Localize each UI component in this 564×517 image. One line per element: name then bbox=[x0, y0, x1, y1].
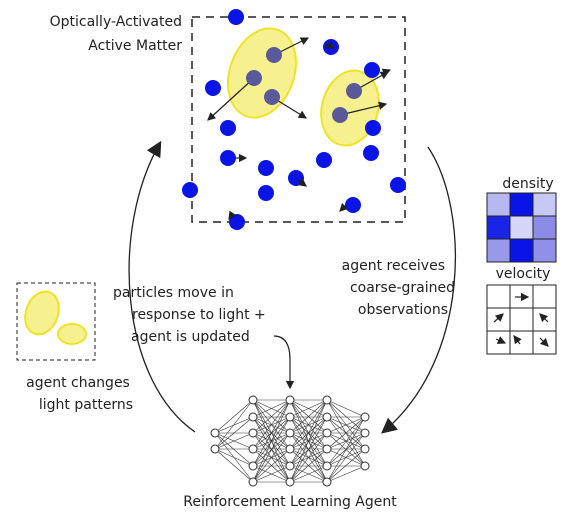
velocity-cell bbox=[533, 308, 556, 331]
neuron bbox=[361, 413, 369, 421]
particle bbox=[345, 197, 361, 213]
neuron bbox=[211, 445, 219, 453]
connection bbox=[215, 400, 253, 433]
update-text: response to light + bbox=[132, 307, 266, 323]
neuron bbox=[323, 413, 331, 421]
particle bbox=[363, 145, 379, 161]
neuron bbox=[286, 478, 294, 486]
connection bbox=[215, 400, 253, 449]
particle bbox=[364, 62, 380, 78]
density-cell bbox=[487, 193, 510, 216]
act-text: agent changes bbox=[26, 375, 130, 391]
particle bbox=[288, 170, 304, 186]
system-texts: Optically-Activated Active Matter bbox=[50, 14, 183, 54]
particle bbox=[316, 152, 332, 168]
density-grid bbox=[487, 193, 556, 262]
neuron bbox=[249, 462, 257, 470]
density-cell bbox=[510, 193, 533, 216]
connection bbox=[215, 433, 253, 466]
particle bbox=[228, 9, 244, 25]
neuron bbox=[323, 429, 331, 437]
velocity-cell bbox=[487, 331, 510, 354]
connection bbox=[215, 417, 253, 433]
neuron bbox=[361, 462, 369, 470]
neuron bbox=[286, 413, 294, 421]
connection bbox=[327, 449, 365, 482]
connection bbox=[327, 433, 365, 482]
neuron bbox=[286, 462, 294, 470]
neuron bbox=[249, 413, 257, 421]
particle bbox=[182, 182, 198, 198]
connection bbox=[327, 466, 365, 482]
observe-text: coarse-grained bbox=[350, 280, 455, 296]
neuron bbox=[211, 429, 219, 437]
connection bbox=[327, 417, 365, 482]
light-spot bbox=[313, 64, 387, 152]
velocity-cell bbox=[533, 285, 556, 308]
system-title: Active Matter bbox=[88, 38, 182, 54]
update-text: agent is updated bbox=[131, 329, 250, 345]
neuron bbox=[323, 445, 331, 453]
particle bbox=[266, 47, 282, 63]
light-spot bbox=[58, 324, 86, 344]
particle bbox=[246, 70, 262, 86]
observe-text: agent receives bbox=[342, 258, 445, 274]
neuron bbox=[323, 478, 331, 486]
particle bbox=[220, 120, 236, 136]
neuron bbox=[361, 429, 369, 437]
system-title: Optically-Activated bbox=[50, 14, 182, 30]
neuron bbox=[249, 429, 257, 437]
velocity-grid bbox=[487, 285, 556, 354]
particle bbox=[390, 177, 406, 193]
density-cell bbox=[533, 239, 556, 262]
neural-network bbox=[211, 396, 369, 486]
velocity-cell bbox=[487, 308, 510, 331]
neuron bbox=[249, 445, 257, 453]
velocity-cell bbox=[510, 331, 533, 354]
neuron bbox=[286, 445, 294, 453]
particle bbox=[264, 89, 280, 105]
velocity-label: velocity bbox=[496, 266, 551, 282]
neuron bbox=[249, 478, 257, 486]
observe-text: observations bbox=[358, 302, 448, 318]
density-cell bbox=[533, 193, 556, 216]
density-cell bbox=[487, 216, 510, 239]
density-cell bbox=[487, 239, 510, 262]
density-label: density bbox=[502, 176, 553, 192]
density-cell bbox=[510, 216, 533, 239]
particle bbox=[365, 120, 381, 136]
neuron bbox=[286, 396, 294, 404]
update-pointer bbox=[274, 336, 290, 388]
connection bbox=[327, 400, 365, 433]
velocity-cell bbox=[510, 308, 533, 331]
neuron bbox=[323, 462, 331, 470]
density-cell bbox=[510, 239, 533, 262]
particle bbox=[346, 83, 362, 99]
neuron bbox=[249, 396, 257, 404]
density-cell bbox=[533, 216, 556, 239]
velocity-arrow bbox=[340, 205, 346, 211]
particle bbox=[205, 80, 221, 96]
connection bbox=[327, 400, 365, 417]
particle bbox=[258, 160, 274, 176]
neuron bbox=[286, 429, 294, 437]
neuron bbox=[323, 396, 331, 404]
connection bbox=[215, 449, 253, 466]
diagram: Optically-Activated Active Matter densit… bbox=[0, 0, 564, 517]
act-text: light patterns bbox=[39, 397, 133, 413]
particle bbox=[220, 150, 236, 166]
connection bbox=[215, 449, 253, 482]
update-text: particles move in bbox=[113, 285, 234, 301]
particle bbox=[258, 185, 274, 201]
agent-label: Reinforcement Learning Agent bbox=[183, 494, 397, 510]
velocity-cell bbox=[487, 285, 510, 308]
particle bbox=[332, 107, 348, 123]
neuron bbox=[361, 445, 369, 453]
